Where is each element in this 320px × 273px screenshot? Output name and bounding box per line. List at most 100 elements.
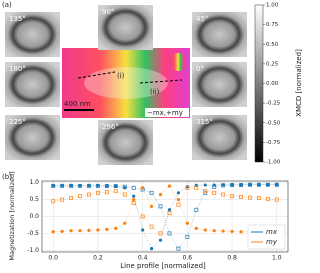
point [131,185,136,190]
legend-label: my [266,238,278,246]
x-axis-label: Line profile [normalized] [120,262,206,270]
point [149,224,154,229]
point [203,183,207,187]
point [167,231,172,236]
x-tick-label: 0.0 [48,255,58,262]
image-label: 45° [196,15,208,23]
point [239,230,243,234]
point [167,184,172,188]
xmcd-image [5,12,60,57]
y-tick-label: -0.5 [27,230,39,237]
point [265,182,270,187]
y-tick-label: 0.0 [29,213,39,220]
profile-label: (i) [117,72,125,80]
point [51,184,56,189]
point [212,229,216,233]
point [51,230,55,234]
point [212,184,217,189]
color-wheel [169,53,187,71]
point [95,184,100,189]
legend-label: mx [266,228,278,236]
point [95,190,100,195]
point [257,183,261,187]
point [194,183,198,187]
point [78,229,82,233]
point [158,238,163,242]
point [221,183,226,188]
profile-label: (ii) [150,88,160,96]
domain [84,67,168,99]
point [167,211,172,216]
colorbar-tick-label: -0.25 [266,101,281,107]
y-tick-label: 1.0 [29,179,39,186]
series-line [53,185,277,233]
image-label: 180° [9,65,26,73]
scale-label: 400 nm [64,100,91,108]
point [60,184,65,189]
point [113,189,118,194]
image-label: 0° [196,65,204,73]
image-label: 315° [196,118,213,126]
colorbar [254,4,264,163]
point [275,183,279,187]
point [149,190,154,195]
point [114,226,118,230]
point [221,192,226,197]
point [203,228,207,232]
scale-bar [64,109,94,111]
colorbar-tick-label: -0.50 [266,120,281,126]
point [239,194,243,199]
point [149,247,154,251]
point [87,192,91,197]
plot-frame [41,180,289,253]
point [60,229,64,233]
image-label: 225° [9,118,26,126]
point [51,199,56,204]
point [239,183,243,187]
point [265,196,270,201]
point [78,194,82,199]
point [185,185,189,189]
point [230,229,234,233]
figure: (a) (i) (ii) 400 nm −mx,+my XMCD [normal… [2,1,303,270]
x-tick-label: 1.0 [272,255,282,262]
series-line [53,187,277,234]
point [131,201,136,205]
vector-map [62,48,190,118]
xmcd-image [5,62,60,107]
image-label: 256° [102,123,119,131]
point [239,183,243,188]
point [194,207,199,212]
point [176,202,181,207]
colorbar-tick-label: -0.75 [266,140,281,146]
image-label: 90° [102,8,114,16]
point [256,195,261,200]
point [167,208,172,212]
xmcd-image [98,120,153,165]
point [256,182,261,187]
profile-line [139,79,183,84]
point [69,184,74,189]
point [140,214,145,219]
colorbar-label: XMCD [normalized] [295,49,303,117]
point [87,184,91,189]
image-label: 135° [9,15,26,23]
panel-label: (a) [2,1,12,9]
point [194,185,199,190]
point [185,221,189,225]
colorbar-tick-label: 0.00 [266,81,279,87]
y-tick-label: -1.0 [27,247,39,254]
point [78,184,82,189]
xmcd-image [192,12,247,57]
point [113,184,118,189]
point [274,182,279,187]
point [185,234,190,239]
xmcd-image [98,5,153,50]
legend-box [247,224,286,250]
xmcd-image [192,115,247,160]
point [141,228,145,232]
center-label: −mx,+my [147,109,183,117]
point [158,192,163,197]
point [96,228,100,232]
point [60,197,65,202]
